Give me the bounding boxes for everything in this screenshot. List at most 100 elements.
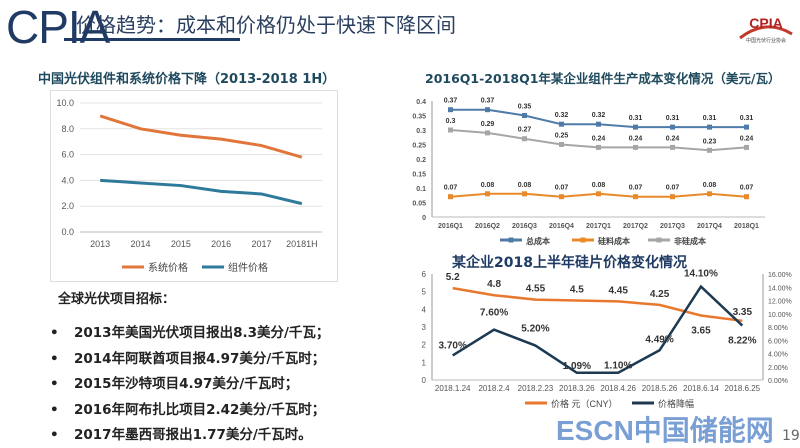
series-line-1 — [452, 284, 744, 375]
x-tick-label: 2016 — [211, 239, 231, 249]
legend-label: 总成本 — [526, 236, 550, 246]
legend-label: 硅料成本 — [598, 236, 630, 246]
data-label: 3.70% — [439, 340, 467, 351]
data-label: 0.08 — [518, 182, 532, 189]
y-tick-label: 0 — [422, 215, 426, 222]
legend-marker — [580, 237, 586, 243]
data-label: 0.24 — [666, 135, 680, 142]
data-label: 7.60% — [480, 308, 508, 319]
y-tick-label: 4.0 — [61, 175, 74, 185]
data-label: 0.3 — [446, 118, 456, 125]
x-tick-label: 2013 — [90, 239, 110, 249]
x-tick-label: 2018.3.26 — [559, 384, 595, 393]
data-label: 0.31 — [666, 115, 680, 122]
x-tick-label: 2018Q1 — [734, 223, 759, 230]
data-point — [633, 124, 638, 130]
data-point — [670, 194, 675, 200]
data-point — [485, 107, 490, 113]
cpia-brand: CPIA — [6, 1, 110, 53]
y-tick-label: 4 — [422, 305, 427, 314]
y-tick-label: 1 — [422, 358, 427, 367]
svg-text:CPIA: CPIA — [749, 15, 782, 31]
page-number: 19 — [782, 428, 800, 444]
y2-tick-label: 2.00% — [768, 365, 788, 372]
legend-label: 系统价格 — [148, 261, 188, 274]
data-label: 14.10% — [684, 269, 718, 280]
y-tick-label: 0.35 — [412, 114, 426, 121]
legend-label: 组件价格 — [228, 261, 268, 274]
y-tick-label: 2 — [422, 341, 427, 350]
y-tick-label: 3 — [422, 323, 427, 332]
y2-tick-label: 10.00% — [768, 312, 792, 319]
data-label: 0.08 — [703, 182, 717, 189]
y-tick-label: 10.0 — [56, 98, 74, 108]
data-point — [707, 191, 712, 197]
legend-label: 价格 元（CNY） — [551, 398, 618, 409]
bullet-dot: • — [50, 376, 59, 392]
y-tick-label: 6.0 — [61, 150, 74, 160]
data-label: 0.24 — [592, 135, 606, 142]
data-point — [596, 121, 601, 127]
y2-tick-label: 8.00% — [768, 325, 788, 332]
data-point — [670, 144, 675, 150]
data-label: 5.20% — [521, 324, 549, 335]
chart3-title: 某企业2018上半年硅片价格变化情况 — [452, 255, 687, 271]
y2-tick-label: 6.00% — [768, 338, 788, 345]
data-point — [448, 194, 453, 200]
bullet-text: 2015年沙特项目4.97美分/千瓦时； — [74, 376, 299, 392]
x-tick-label: 2017Q2 — [623, 223, 648, 230]
data-label: 0.29 — [481, 121, 495, 128]
data-point — [448, 107, 453, 113]
svg-text:中国光伏行业协会: 中国光伏行业协会 — [746, 37, 786, 44]
data-point — [633, 194, 638, 200]
x-tick-label: 2017Q1 — [586, 223, 611, 230]
bullet-dot: • — [50, 427, 59, 443]
data-point — [596, 144, 601, 150]
x-tick-label: 2017Q4 — [697, 223, 722, 230]
chart1-frame — [50, 90, 338, 282]
y-tick-label: 5 — [422, 288, 427, 297]
bullet-item: • 2016年阿布扎比项目2.42美分/千瓦时； — [50, 398, 325, 418]
series-line-0 — [452, 286, 743, 323]
legend-marker — [656, 237, 662, 243]
bullet-item: • 2014年阿联酋项目报4.97美分/千瓦时； — [50, 347, 325, 367]
y-tick-label: 0.05 — [412, 201, 426, 208]
data-label: 5.2 — [446, 272, 460, 283]
data-label: 0.07 — [444, 185, 458, 192]
watermark: ESCN中国储能网 — [556, 415, 774, 446]
series-line-0 — [99, 114, 303, 159]
y2-tick-label: 0.00% — [768, 378, 788, 385]
chart2-title: 2016Q1-2018Q1年某企业组件生产成本变化情况（美元/瓦） — [425, 71, 781, 86]
data-label: 0.23 — [703, 138, 717, 145]
data-point — [707, 147, 712, 153]
data-label: 3.65 — [691, 326, 711, 337]
data-label: 1.09% — [563, 361, 591, 372]
x-tick-label: 20181H — [286, 239, 318, 249]
data-label: 8.22% — [728, 336, 756, 347]
data-label: 4.8 — [487, 279, 501, 290]
cpia-logo: CPIA 中国光伏行业协会 — [739, 15, 793, 44]
y-tick-label: 0.1 — [416, 186, 426, 193]
data-point — [485, 130, 490, 136]
x-tick-label: 2018.2.23 — [518, 384, 554, 393]
data-label: 0.32 — [555, 112, 569, 119]
y-tick-label: 0.4 — [416, 99, 426, 106]
data-label: 4.49% — [645, 334, 673, 345]
data-point — [522, 191, 527, 197]
data-label: 4.5 — [570, 285, 584, 296]
data-label: 3.35 — [733, 307, 753, 318]
x-tick-label: 2017 — [251, 239, 271, 249]
data-label: 0.08 — [481, 182, 495, 189]
data-label: 0.31 — [703, 115, 717, 122]
data-point — [670, 124, 675, 130]
data-label: 1.10% — [604, 361, 632, 372]
y-tick-label: 0.0 — [61, 227, 74, 237]
bullet-dot: • — [50, 401, 59, 418]
bullet-item: • 2013年美国光伏项目报出8.3美分/千瓦； — [50, 321, 329, 341]
y-tick-label: 0.3 — [416, 128, 426, 135]
data-label: 4.55 — [526, 284, 546, 295]
series-line-1 — [100, 178, 303, 206]
data-label: 0.31 — [629, 115, 643, 122]
data-label: 0.24 — [740, 135, 754, 142]
data-point — [633, 144, 638, 150]
